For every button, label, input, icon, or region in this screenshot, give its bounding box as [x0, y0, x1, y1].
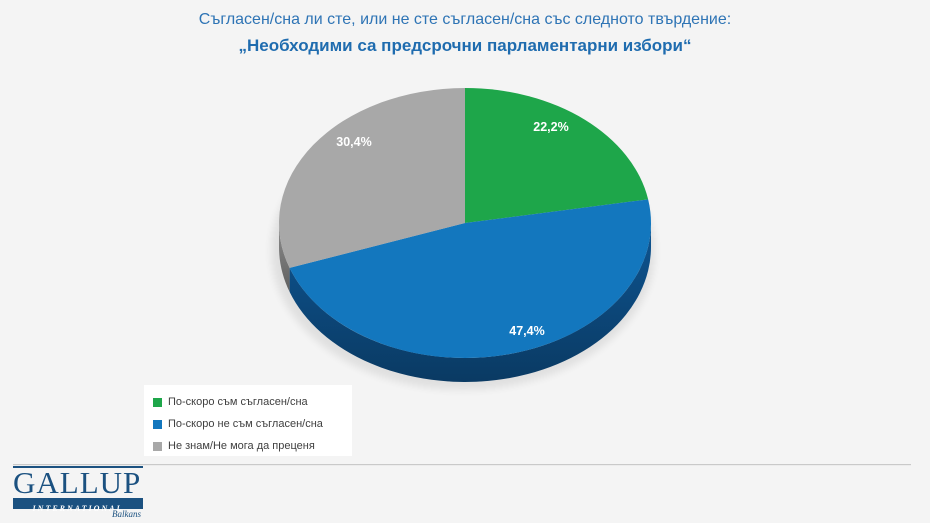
pie-slice-label-0: 22,2%: [533, 120, 568, 134]
legend-marker-disagree: [153, 419, 162, 429]
logo-name-text: GALLUP: [13, 465, 142, 500]
legend-marker-agree: [153, 397, 162, 407]
pie-slice-2: [279, 88, 465, 268]
logo-bar: INTERNATIONAL: [13, 498, 143, 513]
footer-divider-line: [13, 464, 911, 466]
chart-title-line2: „Необходими са предсрочни парламентарни …: [238, 36, 692, 55]
pie-slice-label-2: 30,4%: [336, 135, 371, 149]
pie-slice-side-2: [279, 223, 290, 292]
logo-subtitle-text: INTERNATIONAL: [32, 504, 124, 513]
pie-slice-0: [465, 88, 649, 223]
legend-item: По-скоро съм съгласен/сна: [153, 392, 352, 412]
legend-marker-dontknow: [153, 441, 162, 451]
logo-region-text: Balkans: [112, 509, 141, 519]
legend-label-dontknow: Не знам/Не мога да преценя: [168, 440, 315, 452]
gallup-logo: GALLUP INTERNATIONAL Balkans: [13, 466, 143, 519]
pie-slice-side-1: [289, 223, 651, 382]
chart-title-block: Съгласен/сна ли сте, или не сте съгласен…: [0, 11, 930, 56]
chart-legend: По-скоро съм съгласен/сна По-скоро не съ…: [144, 385, 352, 456]
pie-slice-1: [289, 199, 651, 358]
logo-top-rule: [13, 466, 143, 468]
legend-item: Не знам/Не мога да преценя: [153, 436, 352, 456]
legend-label-disagree: По-скоро не съм съгласен/сна: [168, 418, 323, 430]
chart-title-line1: Съгласен/сна ли сте, или не сте съгласен…: [198, 11, 732, 28]
pie-slice-label-1: 47,4%: [509, 324, 544, 338]
legend-item: По-скоро не съм съгласен/сна: [153, 414, 352, 434]
legend-label-agree: По-скоро съм съгласен/сна: [168, 396, 308, 408]
